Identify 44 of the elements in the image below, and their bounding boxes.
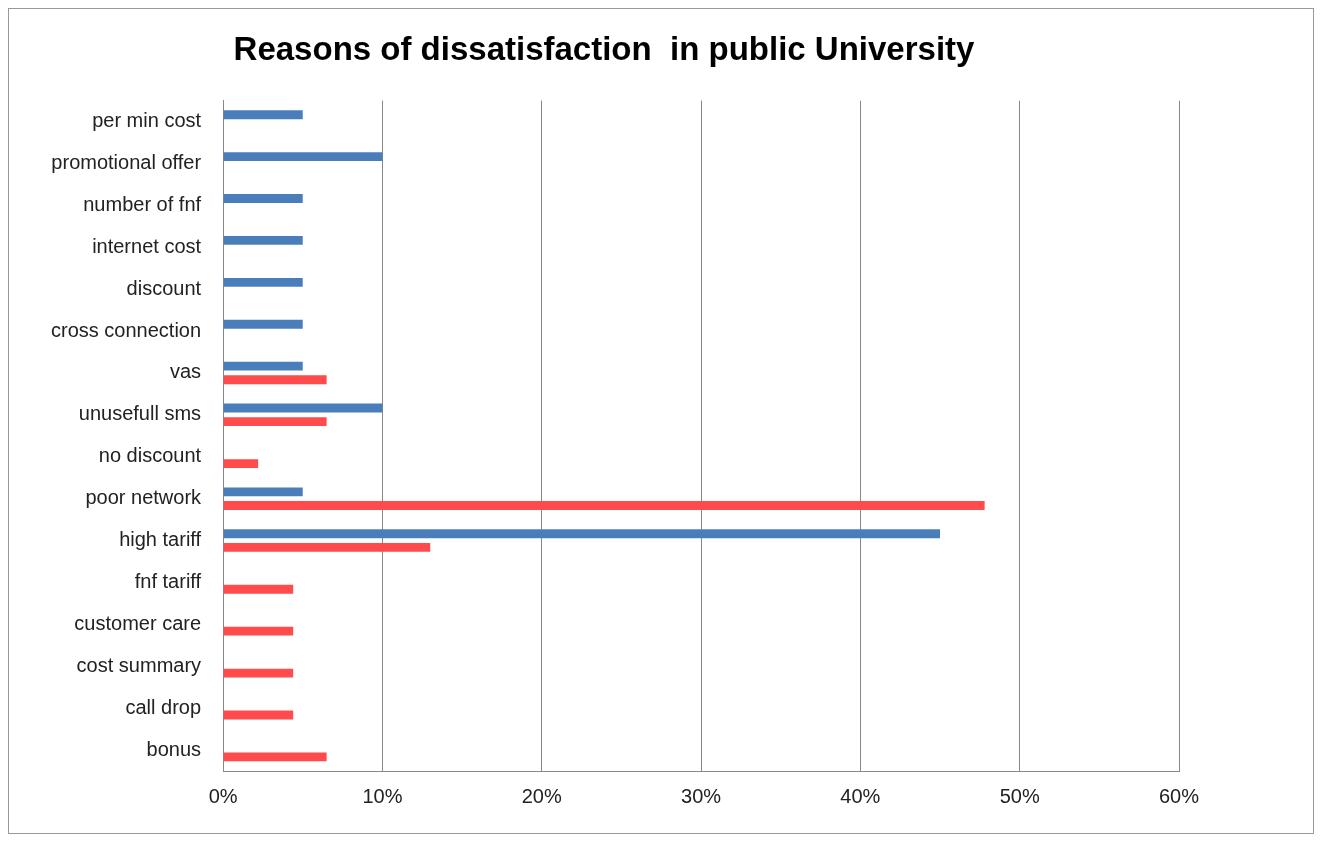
y-tick-label: internet cost bbox=[92, 234, 202, 257]
y-tick-label: per min cost bbox=[92, 109, 202, 132]
bar bbox=[223, 236, 303, 245]
y-tick-label: call drop bbox=[125, 695, 202, 718]
chart-title: Reasons of dissatisfaction in public University bbox=[233, 29, 976, 67]
x-tick-label: 10% bbox=[362, 784, 403, 807]
bar bbox=[223, 152, 383, 162]
bar bbox=[223, 319, 303, 329]
bar bbox=[223, 626, 294, 636]
x-tick-label: 20% bbox=[521, 784, 562, 807]
x-tick-label: 30% bbox=[681, 784, 722, 807]
bar bbox=[223, 487, 303, 497]
y-tick-label: cross connection bbox=[51, 318, 202, 341]
x-tick-label: 40% bbox=[840, 784, 881, 807]
bar bbox=[223, 501, 985, 510]
y-tick-label: cost summary bbox=[76, 653, 202, 676]
y-tick-label: number of fnf bbox=[83, 192, 202, 215]
y-tick-label: bonus bbox=[146, 737, 202, 760]
bar bbox=[223, 752, 327, 762]
y-tick-label: customer care bbox=[74, 611, 202, 634]
bar bbox=[223, 194, 303, 203]
bar bbox=[223, 529, 941, 539]
x-tick-label: 60% bbox=[1158, 784, 1200, 807]
bar bbox=[223, 277, 303, 287]
bar bbox=[223, 542, 431, 552]
bar bbox=[223, 668, 294, 678]
x-tick-label: 0% bbox=[208, 784, 238, 807]
bar bbox=[223, 361, 303, 371]
y-tick-label: unusefull sms bbox=[78, 402, 202, 425]
bar bbox=[223, 710, 294, 720]
bar bbox=[223, 110, 303, 120]
y-tick-label: high tariff bbox=[119, 528, 202, 551]
y-tick-label: promotional offer bbox=[51, 150, 202, 173]
x-tick-label: 50% bbox=[999, 784, 1040, 807]
y-tick-label: poor network bbox=[85, 486, 203, 509]
bar bbox=[223, 584, 294, 594]
y-tick-label: no discount bbox=[98, 444, 202, 467]
y-tick-label: vas bbox=[169, 360, 202, 383]
bar bbox=[223, 375, 327, 385]
y-tick-label: fnf tariff bbox=[134, 569, 202, 592]
bar bbox=[223, 403, 383, 413]
y-tick-label: discount bbox=[126, 276, 202, 299]
bar bbox=[223, 459, 259, 468]
bar bbox=[223, 417, 327, 427]
